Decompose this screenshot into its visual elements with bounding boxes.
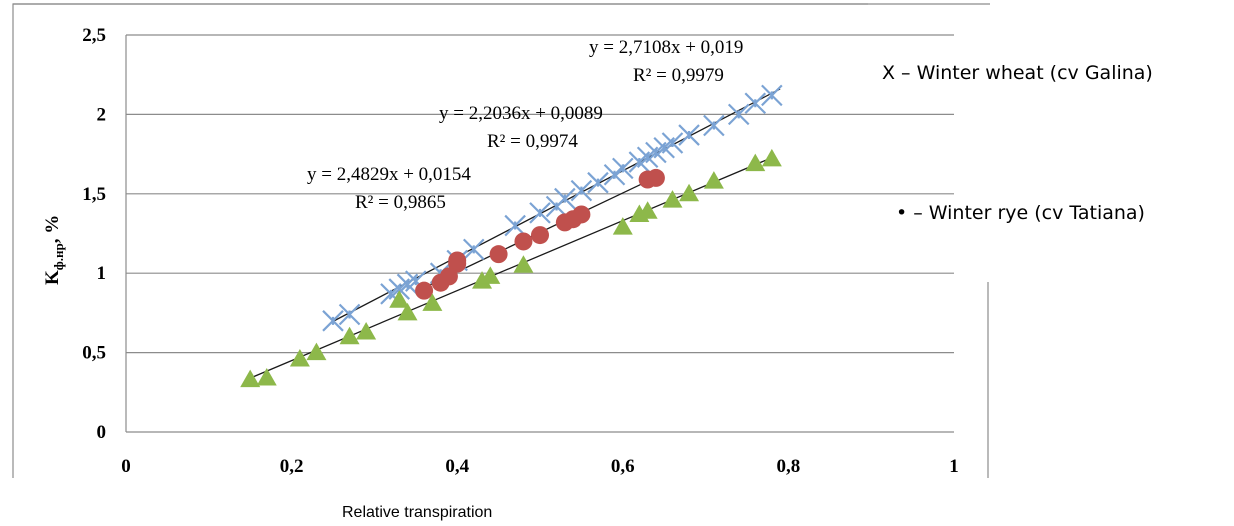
data-points	[240, 84, 783, 388]
x-tick-label: 0,8	[777, 456, 801, 477]
data-point-triangle	[422, 293, 443, 311]
x-tick-label: 0	[121, 456, 131, 477]
data-point-triangle	[472, 271, 493, 289]
data-point-triangle	[397, 302, 418, 321]
y-axis-label-subscript: ф.нр	[51, 243, 66, 270]
data-point-triangle	[637, 201, 658, 219]
data-point-winter-wheat	[570, 179, 593, 202]
data-point-winter-rye	[531, 226, 549, 245]
data-point-winter-wheat	[703, 114, 725, 137]
data-point-winter-wheat	[554, 187, 576, 210]
y-tick-label: 1	[97, 263, 107, 284]
trendline-2	[249, 157, 773, 379]
y-tick-label: 0	[97, 422, 107, 443]
data-point-triangle	[306, 342, 327, 361]
data-point-winter-wheat	[661, 132, 684, 154]
data-point-triangle	[339, 326, 360, 345]
data-point-winter-wheat	[587, 171, 609, 194]
data-point-winter-wheat	[612, 157, 634, 180]
data-point-winter-rye	[489, 245, 508, 264]
y-tick-label: 2,5	[82, 25, 106, 46]
gridlines	[125, 34, 954, 433]
data-point-triangle	[745, 153, 766, 172]
data-point-triangle	[513, 255, 534, 273]
data-point-triangle	[256, 368, 277, 386]
trend-equation-3: y = 2,4829x + 0,0154	[307, 164, 471, 185]
y-tick-label: 2	[97, 104, 107, 125]
tick-labels: 0 0,5 1 1,5 2 2,5 0 0,2 0,4 0,6 0,8 1	[82, 25, 959, 477]
y-tick-label: 1,5	[82, 184, 106, 205]
y-axis-label-suffix: , %	[42, 215, 63, 244]
data-point-winter-wheat	[761, 84, 783, 107]
x-axis-label: Relative transpiration	[342, 504, 492, 521]
data-point-winter-wheat	[322, 310, 344, 332]
data-point-winter-rye	[572, 205, 591, 224]
chart-frame	[12, 3, 989, 478]
x-tick-label: 0,6	[611, 456, 635, 477]
y-axis-label: Kф.нр, %	[42, 215, 66, 285]
data-point-triangle	[389, 290, 410, 308]
data-point-triangle	[761, 148, 782, 167]
y-axis-label-main: K	[42, 270, 63, 285]
data-point-triangle	[356, 321, 377, 340]
data-point-winter-wheat	[396, 273, 419, 296]
data-point-triangle	[662, 190, 683, 208]
data-point-winter-rye	[439, 267, 458, 286]
data-point-triangle	[240, 369, 261, 388]
data-point-triangle	[289, 348, 310, 367]
x-tick-label: 0,4	[445, 456, 469, 477]
data-point-winter-wheat	[678, 124, 700, 146]
legend-entry-winter-rye: • – Winter rye (cv Tatiana)	[896, 202, 1145, 224]
data-point-winter-wheat	[727, 103, 750, 126]
data-point-winter-wheat	[462, 238, 485, 261]
data-point-winter-rye	[646, 168, 665, 187]
data-point-winter-wheat	[338, 303, 361, 326]
x-tick-label: 1	[949, 456, 959, 477]
data-point-winter-wheat	[504, 214, 526, 237]
trend-r2-1: R² = 0,9979	[633, 65, 724, 86]
data-point-winter-rye	[514, 232, 533, 251]
trend-r2-2: R² = 0,9974	[487, 131, 578, 152]
data-point-triangle	[679, 183, 700, 202]
y-tick-label: 0,5	[82, 343, 106, 364]
trend-equation-1: y = 2,7108x + 0,019	[589, 37, 743, 58]
data-point-triangle	[480, 266, 501, 284]
data-point-winter-rye	[448, 251, 467, 270]
data-point-winter-wheat	[529, 202, 551, 224]
trend-r2-3: R² = 0,9865	[355, 192, 446, 213]
data-point-winter-wheat	[744, 92, 767, 115]
x-tick-label: 0,2	[280, 456, 304, 477]
data-point-triangle	[612, 217, 633, 235]
legend-entry-winter-wheat: X – Winter wheat (cv Galina)	[882, 62, 1153, 84]
data-point-triangle	[703, 171, 724, 189]
data-point-winter-rye	[415, 281, 434, 300]
trend-equation-2: y = 2,2036x + 0,0089	[439, 103, 603, 124]
